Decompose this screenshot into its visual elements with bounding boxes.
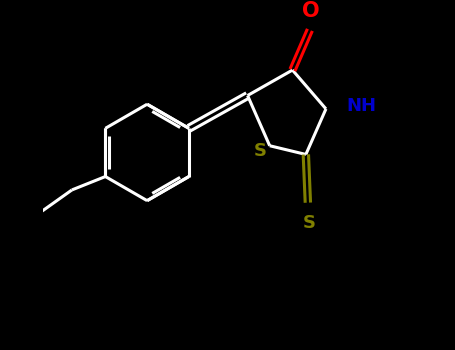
Text: NH: NH [346,97,376,114]
Text: S: S [254,142,267,160]
Text: S: S [303,214,316,232]
Text: O: O [303,1,320,21]
